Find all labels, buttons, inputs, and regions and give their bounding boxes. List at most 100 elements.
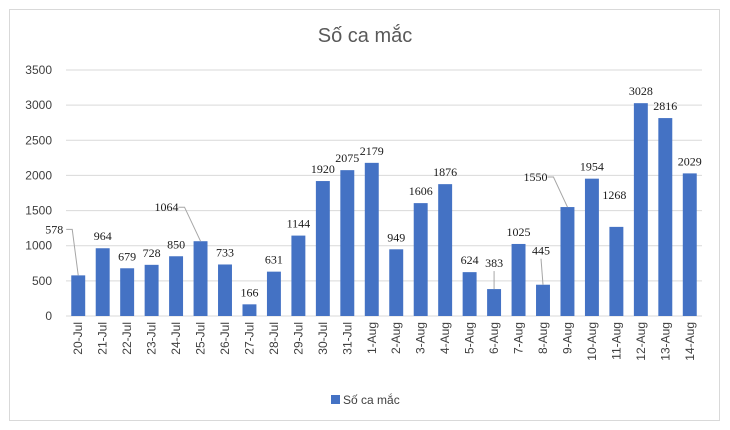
data-label: 2029 [678, 154, 702, 168]
y-tick-label: 2500 [25, 133, 52, 147]
legend-label: Số ca mắc [343, 392, 400, 407]
data-label: 1920 [311, 162, 335, 176]
bar [266, 271, 281, 316]
chart-frame [9, 9, 720, 421]
data-labels: 578 964 679 728 850 1064 733 166 631 1144 19202075… [45, 84, 702, 299]
y-tick-label: 1500 [25, 204, 52, 218]
y-tick-label: 3500 [25, 63, 52, 77]
data-label: 2179 [360, 144, 384, 158]
data-label-leaders [66, 176, 568, 290]
x-tick-label: 9-Aug [560, 322, 574, 354]
data-label: 166 [240, 285, 258, 299]
x-tick-label: 7-Aug [512, 322, 526, 354]
x-tick-label: 25-Jul [194, 322, 208, 355]
bar [364, 162, 379, 316]
data-label: 578 [45, 222, 63, 236]
bar [95, 248, 110, 316]
bar [242, 304, 257, 316]
data-label: 1876 [433, 165, 457, 179]
bar [169, 256, 184, 316]
x-tick-label: 26-Jul [218, 322, 232, 355]
y-tick-label: 500 [32, 274, 52, 288]
data-label: 445 [532, 244, 550, 258]
data-label-leader [66, 228, 79, 276]
bar [511, 243, 526, 316]
x-tick-label: 13-Aug [658, 322, 672, 361]
x-tick-label: 20-Jul [71, 322, 85, 355]
x-tick-label: 4-Aug [438, 322, 452, 354]
data-label: 624 [461, 253, 479, 267]
data-label: 1064 [155, 200, 179, 214]
x-tick-label: 3-Aug [414, 322, 428, 354]
x-tick-label: 1-Aug [365, 322, 379, 354]
bar [389, 249, 404, 316]
y-tick-label: 0 [45, 309, 52, 323]
chart-title: Số ca mắc [318, 24, 412, 47]
data-label-leader [547, 176, 568, 208]
bar [413, 203, 428, 316]
y-tick-label: 3000 [25, 98, 52, 112]
data-label: 1025 [507, 225, 531, 239]
y-tick-label: 2000 [25, 168, 52, 182]
y-tick-label: 1000 [25, 239, 52, 253]
x-axis-ticks: 20-Jul 21-Jul 22-Jul 23-Jul 24-Jul 25-Jul 26-J… [71, 322, 697, 361]
legend: Số ca mắc [331, 392, 400, 407]
x-tick-label: 14-Aug [683, 322, 697, 361]
legend-swatch [331, 395, 340, 404]
x-tick-label: 24-Jul [169, 322, 183, 355]
y-axis-ticks: 0 500 1000 1500 2000 2500 3000 3500 [25, 63, 52, 323]
data-label-leader [540, 258, 544, 285]
bar [71, 275, 86, 316]
x-tick-label: 2-Aug [389, 322, 403, 354]
data-label: 631 [265, 253, 283, 267]
bar [633, 103, 648, 316]
x-tick-label: 23-Jul [145, 322, 159, 355]
data-label: 1550 [523, 170, 547, 184]
data-label-leader [178, 206, 201, 242]
data-label: 2816 [653, 99, 677, 113]
bar [315, 181, 330, 316]
x-tick-label: 30-Jul [316, 322, 330, 355]
x-tick-label: 11-Aug [609, 322, 623, 360]
bar [144, 264, 159, 316]
bar [340, 170, 355, 316]
bar [609, 226, 624, 316]
data-label: 3028 [629, 84, 653, 98]
x-tick-label: 28-Jul [267, 322, 281, 355]
x-tick-label: 22-Jul [120, 322, 134, 355]
data-label: 1144 [287, 217, 311, 231]
data-label: 949 [387, 230, 405, 244]
data-label: 1606 [409, 184, 433, 198]
bar [584, 178, 599, 316]
bar [682, 173, 697, 316]
bar [658, 118, 673, 316]
x-tick-label: 6-Aug [487, 322, 501, 354]
x-tick-label: 21-Jul [96, 322, 110, 355]
x-tick-label: 8-Aug [536, 322, 550, 354]
bar [487, 289, 502, 316]
bar [120, 268, 135, 316]
bar [193, 241, 208, 316]
x-tick-label: 10-Aug [585, 322, 599, 361]
bar [438, 184, 453, 316]
data-label: 383 [485, 256, 503, 270]
x-tick-label: 12-Aug [634, 322, 648, 361]
data-label: 2075 [335, 151, 359, 165]
data-label: 964 [94, 229, 112, 243]
bar [218, 264, 232, 316]
x-tick-label: 31-Jul [340, 322, 354, 355]
bar [560, 207, 575, 316]
bar [536, 284, 550, 316]
data-label: 679 [118, 249, 136, 263]
x-tick-label: 27-Jul [242, 322, 256, 355]
bar [462, 272, 477, 316]
bars [71, 103, 697, 316]
data-label: 728 [143, 246, 161, 260]
bar [291, 235, 306, 316]
x-tick-label: 29-Jul [291, 322, 305, 355]
data-label: 850 [167, 237, 185, 251]
data-label: 733 [216, 245, 234, 259]
x-tick-label: 5-Aug [463, 322, 477, 354]
data-label: 1954 [580, 160, 604, 174]
